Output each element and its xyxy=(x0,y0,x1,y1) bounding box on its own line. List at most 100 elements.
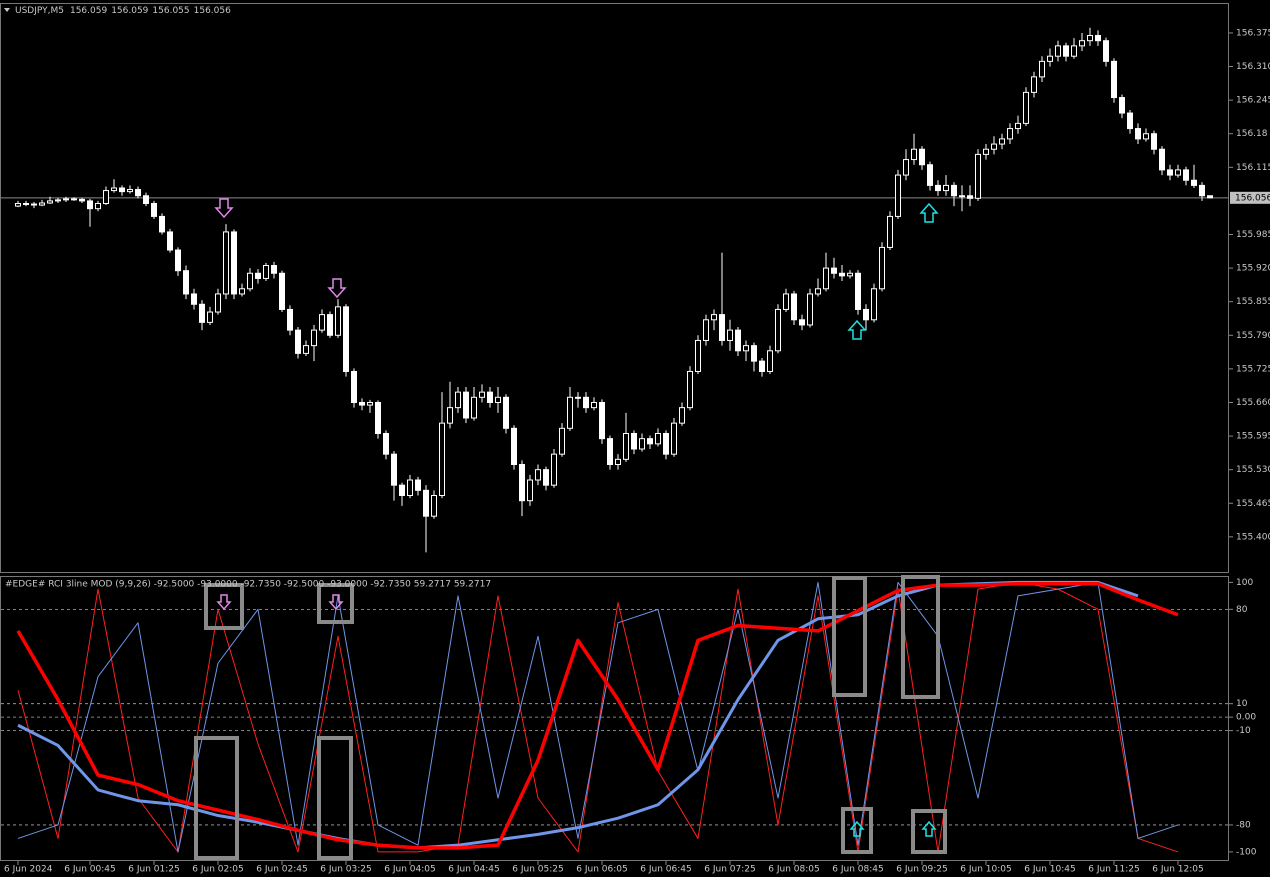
candle-body xyxy=(639,438,645,450)
candle-body xyxy=(47,200,53,204)
main-frame xyxy=(0,3,1229,573)
candle-body xyxy=(1015,122,1021,130)
y-tick-label: 156.18 xyxy=(1236,129,1268,139)
rci-line xyxy=(16,581,1179,850)
candle-body xyxy=(295,329,301,354)
candle-body xyxy=(855,272,861,310)
x-tick-label: 6 Jun 07:25 xyxy=(704,865,755,875)
candle-body xyxy=(111,187,117,192)
candle-body xyxy=(1047,55,1053,62)
candle-body xyxy=(255,272,261,279)
candle-body xyxy=(535,469,541,481)
x-tick-label: 6 Jun 03:25 xyxy=(320,865,371,875)
candle-body xyxy=(351,370,357,403)
candle-body xyxy=(1167,169,1173,176)
header: USDJPY,M5 156.059 156.059 156.055 156.056 xyxy=(15,6,231,16)
x-tick-label: 6 Jun 06:45 xyxy=(640,865,691,875)
candle-body xyxy=(919,148,925,166)
candle-body xyxy=(447,407,453,424)
candle-body xyxy=(967,195,973,199)
candle-body xyxy=(1007,128,1013,140)
candle-body xyxy=(1103,40,1109,62)
candle-body xyxy=(327,314,333,336)
candle-body xyxy=(1191,179,1197,186)
candle-body xyxy=(999,138,1005,145)
candle-body xyxy=(495,396,501,403)
sell-arrow xyxy=(214,198,234,219)
candle-body xyxy=(1135,128,1141,140)
candle-body xyxy=(63,198,69,201)
menu-triangle xyxy=(4,8,10,12)
candle-body xyxy=(359,401,365,406)
candle-body xyxy=(655,432,661,445)
candle-body xyxy=(591,401,597,409)
candle-body xyxy=(1111,60,1117,99)
candle-body xyxy=(127,189,133,193)
x-tick-label: 6 Jun 10:05 xyxy=(960,865,1011,875)
x-tick-label: 6 Jun 02:05 xyxy=(192,865,243,875)
candle-body xyxy=(943,184,949,192)
candle-body xyxy=(39,202,45,206)
y-tick-label: 80 xyxy=(1236,605,1248,615)
y-tick-label: 155.530 xyxy=(1236,465,1270,475)
signal-box xyxy=(204,583,244,630)
candle-body xyxy=(559,427,565,455)
signal-box xyxy=(911,809,947,854)
sell-arrow xyxy=(327,278,347,299)
candle-body xyxy=(623,432,629,460)
candle-body xyxy=(911,148,917,161)
candle-body xyxy=(807,293,813,326)
candle-body xyxy=(663,432,669,455)
candle-body xyxy=(1039,60,1045,78)
candle-body xyxy=(487,391,493,403)
candle-body xyxy=(1159,148,1165,171)
current-price-label: 156.056 xyxy=(1235,193,1270,203)
candle-body xyxy=(759,360,765,372)
y-tick-label: -80 xyxy=(1236,820,1251,830)
candle-body xyxy=(927,164,933,186)
candle-body xyxy=(831,267,837,274)
candle-body xyxy=(95,202,101,210)
candle-body xyxy=(143,195,149,204)
x-tick-label: 6 Jun 2024 xyxy=(4,865,53,875)
signal-box xyxy=(832,576,867,697)
candle-body xyxy=(551,453,557,486)
candle-body xyxy=(1087,35,1093,42)
y-tick-label: 155.920 xyxy=(1236,264,1270,274)
candle-body xyxy=(1199,184,1205,197)
signal-boxes xyxy=(194,575,947,860)
candle-body xyxy=(231,231,237,295)
candle-body xyxy=(1207,195,1213,199)
candle-body xyxy=(775,308,781,352)
y-tick-label: 156.245 xyxy=(1236,96,1270,106)
candle-body xyxy=(1055,45,1061,57)
candle-body xyxy=(847,272,853,277)
candle-body xyxy=(703,319,709,341)
x-tick-label: 6 Jun 01:25 xyxy=(128,865,179,875)
sell-arrow xyxy=(328,594,344,611)
x-tick-label: 6 Jun 00:45 xyxy=(64,865,115,875)
candle-body xyxy=(239,288,245,295)
candle-body xyxy=(79,198,85,202)
candle-body xyxy=(983,148,989,155)
candle-body xyxy=(191,293,197,305)
candle-body xyxy=(23,202,29,205)
candle-body xyxy=(319,314,325,331)
candle-body xyxy=(1063,45,1069,57)
signal-box xyxy=(841,807,873,854)
signal-box xyxy=(317,583,354,624)
signal-arrows xyxy=(214,198,939,837)
candle-body xyxy=(1183,169,1189,181)
x-tick-label: 6 Jun 04:05 xyxy=(384,865,435,875)
candle-body xyxy=(463,391,469,419)
candle-body xyxy=(839,272,845,277)
candle-body xyxy=(871,288,877,321)
candle-body xyxy=(1143,133,1149,140)
candle-body xyxy=(503,396,509,429)
x-tick-label: 6 Jun 12:05 xyxy=(1152,865,1203,875)
candle-body xyxy=(1127,112,1133,130)
y-tick-label: 155.595 xyxy=(1236,432,1270,442)
candle-body xyxy=(31,203,37,206)
candle-body xyxy=(367,401,373,406)
x-tick-label: 6 Jun 08:45 xyxy=(832,865,883,875)
